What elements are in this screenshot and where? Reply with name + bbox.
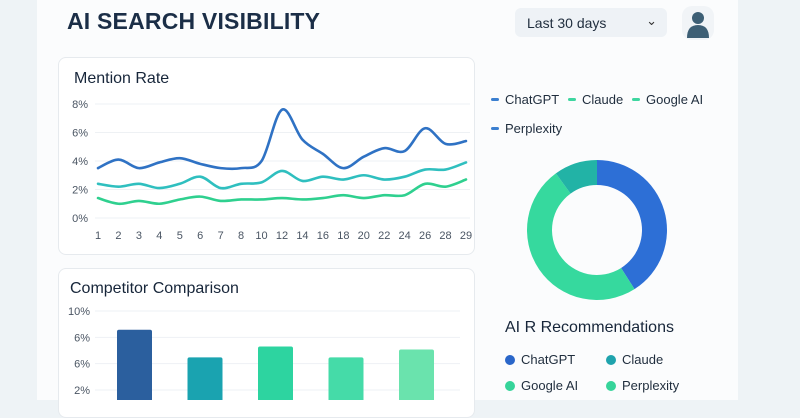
legend-swatch: [491, 127, 499, 130]
rec-item-claude: Claude: [606, 352, 663, 367]
y-tick-label: 10%: [68, 306, 90, 318]
x-tick-label: 12: [276, 230, 288, 242]
y-tick-label: 6%: [74, 359, 90, 371]
page-title: AI SEARCH VISIBILITY: [67, 8, 321, 34]
share-donut-chart: [527, 160, 667, 300]
rec-item-perplexity: Perplexity: [606, 378, 679, 393]
legend-dot: [606, 380, 616, 391]
date-range-value: Last 30 days: [527, 15, 607, 31]
bar-1: [187, 357, 223, 400]
donut-slice-2: [555, 160, 597, 194]
mention-rate-card: Mention Rate: [58, 57, 475, 255]
legend-label: Claude: [582, 92, 624, 107]
legend-swatch: [632, 98, 640, 101]
x-tick-label: 28: [439, 230, 451, 242]
series-line-2: [96, 178, 468, 206]
x-tick-label: 6: [197, 230, 203, 242]
rec-item-google-ai: Google AI: [505, 378, 578, 393]
donut-slice-0: [597, 160, 667, 290]
x-tick-label: 18: [337, 230, 349, 242]
mention-rate-title: Mention Rate: [74, 70, 170, 87]
legend-swatch: [491, 98, 499, 101]
y-tick-label: 2%: [72, 185, 88, 197]
x-tick-label: 24: [399, 230, 411, 242]
bar-0: [117, 329, 152, 400]
legend-dot: [505, 380, 515, 391]
legend-item-perplexity: Perplexity: [491, 121, 562, 136]
x-tick-label: 20: [358, 230, 370, 242]
legend-label: Claude: [622, 352, 664, 367]
legend-dot: [505, 354, 515, 365]
bar-3: [328, 357, 364, 400]
avatar[interactable]: [682, 6, 714, 40]
recommendations-title: AI R Recommendations: [505, 319, 674, 336]
series-line-1: [96, 161, 468, 190]
y-tick-label: 2%: [74, 385, 90, 397]
x-tick-label: 2: [115, 230, 121, 242]
legend-label: Google AI: [646, 92, 704, 107]
x-tick-label: 7: [218, 230, 224, 242]
x-tick-label: 1: [95, 230, 101, 242]
x-tick-label: 3: [136, 230, 142, 242]
y-tick-label: 8%: [72, 99, 88, 111]
legend-item-claude: Claude: [568, 92, 623, 107]
user-icon: [687, 12, 709, 38]
x-tick-label: 26: [419, 230, 431, 242]
bar-2: [258, 346, 293, 400]
legend-swatch: [568, 98, 576, 101]
x-tick-label: 14: [296, 230, 308, 242]
series-line-0: [96, 108, 468, 171]
legend-label: ChatGPT: [521, 352, 576, 367]
x-tick-label: 16: [317, 230, 329, 242]
x-tick-label: 10: [255, 230, 267, 242]
legend-label: ChatGPT: [505, 92, 560, 107]
x-tick-label: 29: [460, 230, 472, 242]
legend-label: Google AI: [521, 378, 579, 393]
x-tick-label: 5: [177, 230, 183, 242]
donut-slice-1: [527, 173, 635, 300]
bar-4: [399, 349, 434, 400]
legend-item-chatgpt: ChatGPT: [491, 92, 559, 107]
legend-dot: [606, 354, 616, 365]
x-tick-label: 8: [238, 230, 244, 242]
x-tick-label: 4: [156, 230, 162, 242]
y-tick-label: 0%: [72, 213, 88, 225]
competitor-bar-chart: 10% 6% 6% 2%: [68, 306, 460, 400]
y-tick-label: 4%: [72, 156, 88, 168]
rec-item-chatgpt: ChatGPT: [505, 352, 575, 367]
y-tick-label: 6%: [72, 128, 88, 140]
x-tick-label: 22: [378, 230, 390, 242]
competitor-comparison-title: Competitor Comparison: [70, 280, 239, 297]
legend-label: Perplexity: [622, 378, 680, 393]
legend-label: Perplexity: [505, 121, 563, 136]
date-range-select[interactable]: Last 30 days ⌄: [515, 8, 667, 37]
legend-item-google-ai: Google AI: [632, 92, 703, 107]
mention-rate-chart: 0%2%4%6%8%1 2 3 4 5 6 7 8 10 12 14 16 18 20 22 24 26 28 29: [72, 99, 472, 242]
chevron-down-icon: ⌄: [646, 13, 657, 28]
y-tick-label: 6%: [74, 332, 90, 344]
